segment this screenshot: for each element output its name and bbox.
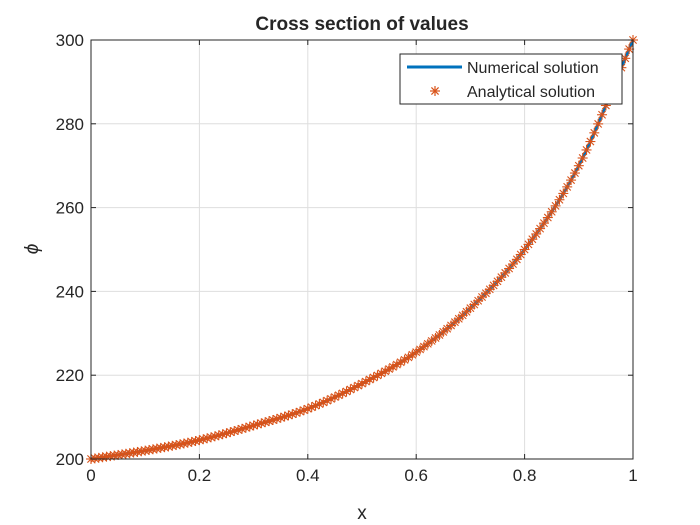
series-analytical xyxy=(86,35,638,464)
analytical-point xyxy=(538,218,549,229)
x-tick-label: 0.8 xyxy=(513,466,537,485)
y-axis-label: ϕ xyxy=(22,244,43,255)
legend: Numerical solution Analytical solution xyxy=(399,53,623,105)
y-tick-label: 240 xyxy=(56,282,84,301)
y-tick-label: 220 xyxy=(56,366,84,385)
analytical-point xyxy=(585,136,596,147)
analytical-point xyxy=(569,168,580,179)
series-layer xyxy=(86,35,638,464)
analytical-point xyxy=(535,223,546,234)
grid xyxy=(91,40,633,459)
analytical-point xyxy=(523,239,534,250)
analytical-point xyxy=(577,153,588,164)
y-tick-label: 200 xyxy=(56,450,84,469)
analytical-point xyxy=(550,200,561,211)
analytical-point xyxy=(589,127,600,138)
analytical-point xyxy=(597,109,608,120)
analytical-point xyxy=(326,393,337,404)
analytical-point xyxy=(554,194,565,205)
legend-marker-analytical xyxy=(430,86,440,96)
x-tick-label: 0.4 xyxy=(296,466,320,485)
x-tick-label: 0 xyxy=(86,466,95,485)
analytical-point xyxy=(573,160,584,171)
legend-label-analytical: Analytical solution xyxy=(467,84,595,101)
analytical-point xyxy=(217,429,228,440)
y-tick-label: 280 xyxy=(56,115,84,134)
analytical-point xyxy=(593,118,604,129)
analytical-point xyxy=(531,228,542,239)
analytical-point xyxy=(566,175,577,186)
analytical-point xyxy=(562,181,573,192)
analytical-point xyxy=(546,206,557,217)
legend-box xyxy=(399,53,623,105)
x-tick-label: 1 xyxy=(628,466,637,485)
chart-title: Cross section of values xyxy=(255,14,468,35)
x-tick-label: 0.2 xyxy=(188,466,212,485)
analytical-point xyxy=(624,44,635,55)
plot-area xyxy=(91,40,633,459)
analytical-point xyxy=(206,432,217,443)
legend-label-numerical: Numerical solution xyxy=(467,60,599,77)
analytical-point xyxy=(236,423,247,434)
analytical-point xyxy=(488,280,499,291)
ticks xyxy=(90,39,634,460)
analytical-point xyxy=(329,392,340,403)
x-tick-label: 0.6 xyxy=(404,466,428,485)
x-tick-labels: 0 0.2 0.4 0.6 0.8 1 xyxy=(86,466,637,485)
analytical-point xyxy=(542,212,553,223)
analytical-point xyxy=(519,244,530,255)
analytical-point xyxy=(527,234,538,245)
y-tick-labels: 200 220 240 260 280 300 xyxy=(56,31,84,469)
x-axis-label: x xyxy=(357,503,367,524)
y-tick-label: 260 xyxy=(56,199,84,218)
y-tick-label: 300 xyxy=(56,31,84,50)
analytical-point xyxy=(581,144,592,155)
axes-box xyxy=(90,39,634,460)
